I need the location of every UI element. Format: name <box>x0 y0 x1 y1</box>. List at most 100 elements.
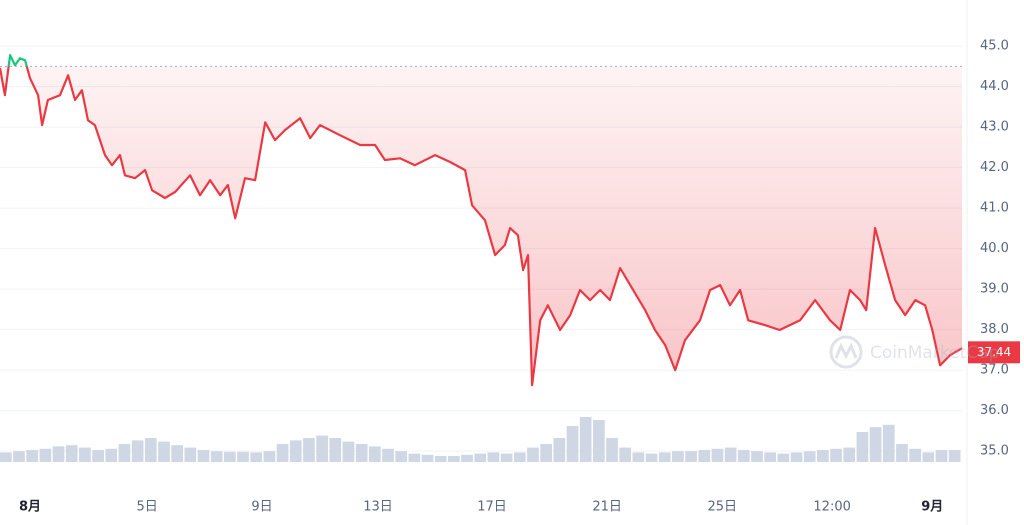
volume-bar <box>619 447 632 462</box>
volume-bar <box>527 447 539 462</box>
volume-bar <box>105 448 118 462</box>
volume-bar <box>711 448 724 462</box>
volume-bar <box>289 440 302 462</box>
volume-bar <box>303 438 315 462</box>
x-tick-label: 5日 <box>137 500 158 515</box>
price-line <box>0 54 963 387</box>
volume-bar <box>579 417 592 462</box>
volume-bar <box>817 450 829 462</box>
current-price-label: 37.44 <box>977 345 1011 359</box>
volume-bar <box>421 454 434 462</box>
volume-bar <box>131 440 144 462</box>
volume-bar <box>210 451 223 462</box>
volume-bar <box>724 447 737 462</box>
y-tick-label: 37.0 <box>980 363 1009 378</box>
volume-bar <box>658 452 671 462</box>
volume-bar <box>882 424 895 462</box>
volume-bar <box>448 456 460 462</box>
volume-bar <box>790 452 803 462</box>
volume-bar <box>672 451 684 462</box>
volume-bar <box>65 445 78 462</box>
volume-bar <box>869 427 882 462</box>
volume-bar <box>158 441 170 462</box>
volume-bar <box>276 444 289 462</box>
volume-bar <box>685 451 697 462</box>
volume-bar <box>830 448 842 462</box>
volume-bar <box>118 444 131 462</box>
y-tick-label: 39.0 <box>980 282 1009 297</box>
volume-bar <box>26 450 39 462</box>
volume-bar <box>948 450 961 462</box>
y-tick-label: 35.0 <box>980 444 1009 459</box>
volume-bar <box>461 454 473 462</box>
volume-bar <box>171 445 183 462</box>
volume-bar <box>237 451 249 462</box>
volume-bar <box>197 450 210 462</box>
volume-bar <box>803 451 816 462</box>
volume-bar <box>368 446 381 462</box>
price-area <box>0 55 962 386</box>
watermark-text: CoinMarketCap <box>870 343 999 363</box>
volume-bar <box>751 451 763 462</box>
volume-bar <box>487 452 500 462</box>
volume-bar <box>316 435 328 462</box>
y-tick-label: 38.0 <box>980 322 1009 337</box>
y-tick-label: 40.0 <box>980 241 1009 256</box>
volume-bar <box>92 450 104 462</box>
volume-bar <box>329 438 342 462</box>
x-tick-label: 17日 <box>477 500 507 515</box>
volume-bar <box>606 438 618 462</box>
x-tick-label: 9月 <box>921 500 943 515</box>
volume-bar <box>434 456 447 462</box>
volume-bar <box>13 451 25 462</box>
volume-bar <box>382 448 394 462</box>
x-tick-label: 9日 <box>251 500 272 515</box>
volume-bar <box>856 432 869 462</box>
volume-bar <box>39 448 52 462</box>
y-tick-label: 36.0 <box>980 403 1009 418</box>
volume-bar <box>777 453 790 462</box>
x-tick-label: 12:00 <box>813 500 850 515</box>
volume-bar <box>909 448 921 462</box>
volume-bar <box>645 453 658 462</box>
volume-bar <box>263 451 276 462</box>
volume-bar <box>896 444 908 462</box>
volume-bar <box>553 438 566 462</box>
volume-bar <box>52 446 65 462</box>
volume-bar <box>144 438 157 462</box>
volume-bar <box>632 452 645 462</box>
x-tick-label: 25日 <box>707 500 737 515</box>
y-tick-label: 45.0 <box>980 39 1009 54</box>
current-price-box <box>968 341 1020 364</box>
volume-bar <box>355 444 368 462</box>
volume-bar <box>342 441 355 462</box>
x-tick-label: 21日 <box>592 500 622 515</box>
volume-bar <box>250 452 263 462</box>
y-tick-label: 44.0 <box>980 79 1009 94</box>
y-tick-label: 43.0 <box>980 120 1009 135</box>
volume-bar <box>764 452 777 462</box>
volume-bar <box>408 453 421 462</box>
volume-bar <box>593 420 605 462</box>
x-tick-label: 8月 <box>19 500 41 515</box>
volume-bar <box>0 452 12 462</box>
volume-bar <box>474 453 487 462</box>
volume-bar <box>737 450 750 462</box>
volume-bar <box>935 450 948 462</box>
volume-bar <box>513 452 526 462</box>
volume-bar <box>79 447 91 462</box>
watermark: CoinMarketCap <box>829 335 999 369</box>
volume-bar <box>395 451 408 462</box>
volume-bar <box>698 450 711 462</box>
x-tick-label: 13日 <box>363 500 393 515</box>
volume-bar <box>566 426 579 462</box>
y-tick-label: 41.0 <box>980 201 1009 216</box>
volume-bar <box>500 453 513 462</box>
volume-bar <box>843 447 856 462</box>
volume-bar <box>922 452 935 462</box>
volume-bar <box>540 444 552 462</box>
volume-bar <box>224 451 236 462</box>
volume-bar <box>184 447 197 462</box>
y-tick-label: 42.0 <box>980 160 1009 175</box>
